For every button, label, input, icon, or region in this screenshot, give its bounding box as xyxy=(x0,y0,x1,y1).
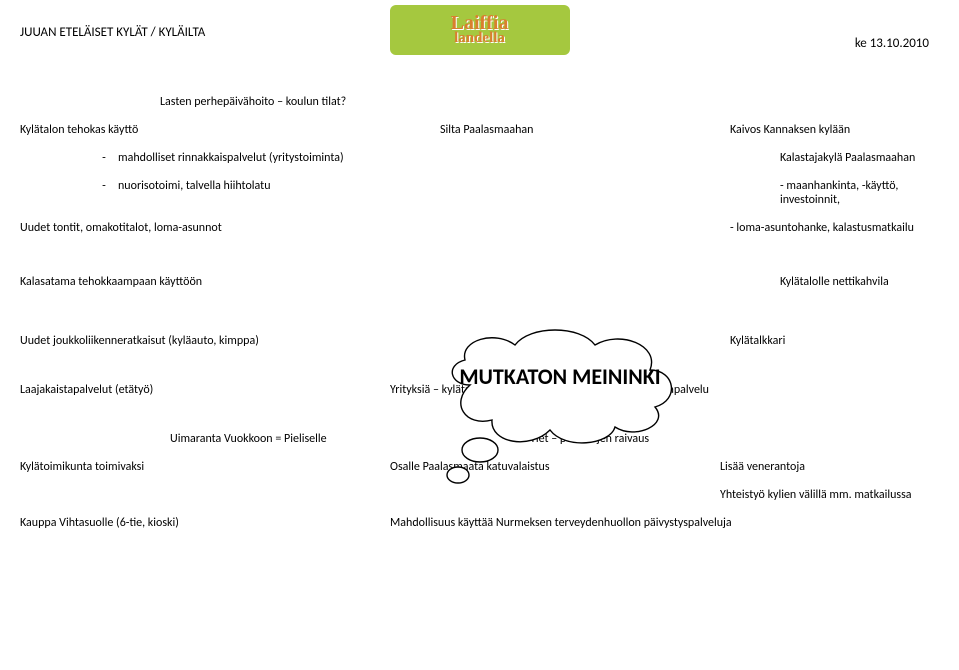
kalasatama-right: Kylätalolle nettikahvila xyxy=(730,275,929,289)
kylatalo-left: Kylätalon tehokas käyttö xyxy=(20,123,440,137)
row-tontit: Uudet tontit, omakotitalot, loma-asunnot… xyxy=(70,221,929,235)
row-kalasatama: Kalasatama tehokkaampaan käyttöön Kyläta… xyxy=(70,275,929,289)
cloud-icon xyxy=(420,315,700,495)
mahdolliset-right: Kalastajakylä Paalasmaahan xyxy=(780,151,929,165)
logo-container: Laiffia landella xyxy=(390,5,570,55)
nuorisotoimi-mid xyxy=(490,179,780,207)
logo-image: Laiffia landella xyxy=(390,5,570,55)
page-header: JUUAN ETELÄISET KYLÄT / KYLÄILTA Laiffia… xyxy=(0,0,959,50)
kauppa-left: Kauppa Vihtasuolle (6-tie, kioski) xyxy=(20,516,390,530)
logo-line2: landella xyxy=(454,32,505,46)
yhteistyo-right: Yhteistyö kylien välillä mm. matkailussa xyxy=(720,488,929,502)
toimikunta-right: Lisää venerantoja xyxy=(720,460,929,474)
top-question: Lasten perhepäivähoito – koulun tilat? xyxy=(160,95,929,109)
cloud-text: MUTKATON MEININKI xyxy=(420,363,700,390)
header-date: ke 13.10.2010 xyxy=(855,36,929,51)
nuorisotoimi-left: nuorisotoimi, talvella hiihtolatu xyxy=(70,179,490,207)
uimaranta-indent xyxy=(70,432,170,446)
row-kauppa: Kauppa Vihtasuolle (6-tie, kioski) Mahdo… xyxy=(70,516,929,530)
cloud-container: MUTKATON MEININKI xyxy=(420,315,700,495)
row-mahdolliset: mahdolliset rinnakkaispalvelut (yritysto… xyxy=(70,151,929,165)
toimikunta-left: Kylätoimikunta toimivaksi xyxy=(20,460,390,474)
kylatalo-mid: Silta Paalasmaahan xyxy=(440,123,730,137)
mahdolliset-mid xyxy=(490,151,780,165)
yhteistyo-left xyxy=(20,488,390,502)
content-area: Lasten perhepäivähoito – koulun tilat? K… xyxy=(0,95,959,530)
tontit-left: Uudet tontit, omakotitalot, loma-asunnot xyxy=(20,221,440,235)
header-left: JUUAN ETELÄISET KYLÄT / KYLÄILTA xyxy=(20,25,205,40)
kylatalo-right: Kaivos Kannaksen kylään xyxy=(730,123,929,137)
joukko-left: Uudet joukkoliikenneratkaisut (kyläauto,… xyxy=(20,334,440,348)
row-nuorisotoimi: nuorisotoimi, talvella hiihtolatu - maan… xyxy=(70,179,929,207)
laajakaista-left: Laajakaistapalvelut (etätyö) xyxy=(20,383,390,397)
kalasatama-left: Kalasatama tehokkaampaan käyttöön xyxy=(20,275,440,289)
joukko-right: Kylätalkkari xyxy=(730,334,929,348)
tontit-mid xyxy=(440,221,730,235)
row-kylatalo: Kylätalon tehokas käyttö Silta Paalasmaa… xyxy=(70,123,929,137)
kalasatama-mid xyxy=(440,275,730,289)
tontit-right: - loma-asuntohanke, kalastusmatkailu xyxy=(730,221,929,235)
kauppa-right: Mahdollisuus käyttää Nurmeksen terveyden… xyxy=(390,516,929,530)
nuorisotoimi-right: - maanhankinta, -käyttö, investoinnit, xyxy=(780,179,929,207)
mahdolliset-left: mahdolliset rinnakkaispalvelut (yritysto… xyxy=(70,151,490,165)
